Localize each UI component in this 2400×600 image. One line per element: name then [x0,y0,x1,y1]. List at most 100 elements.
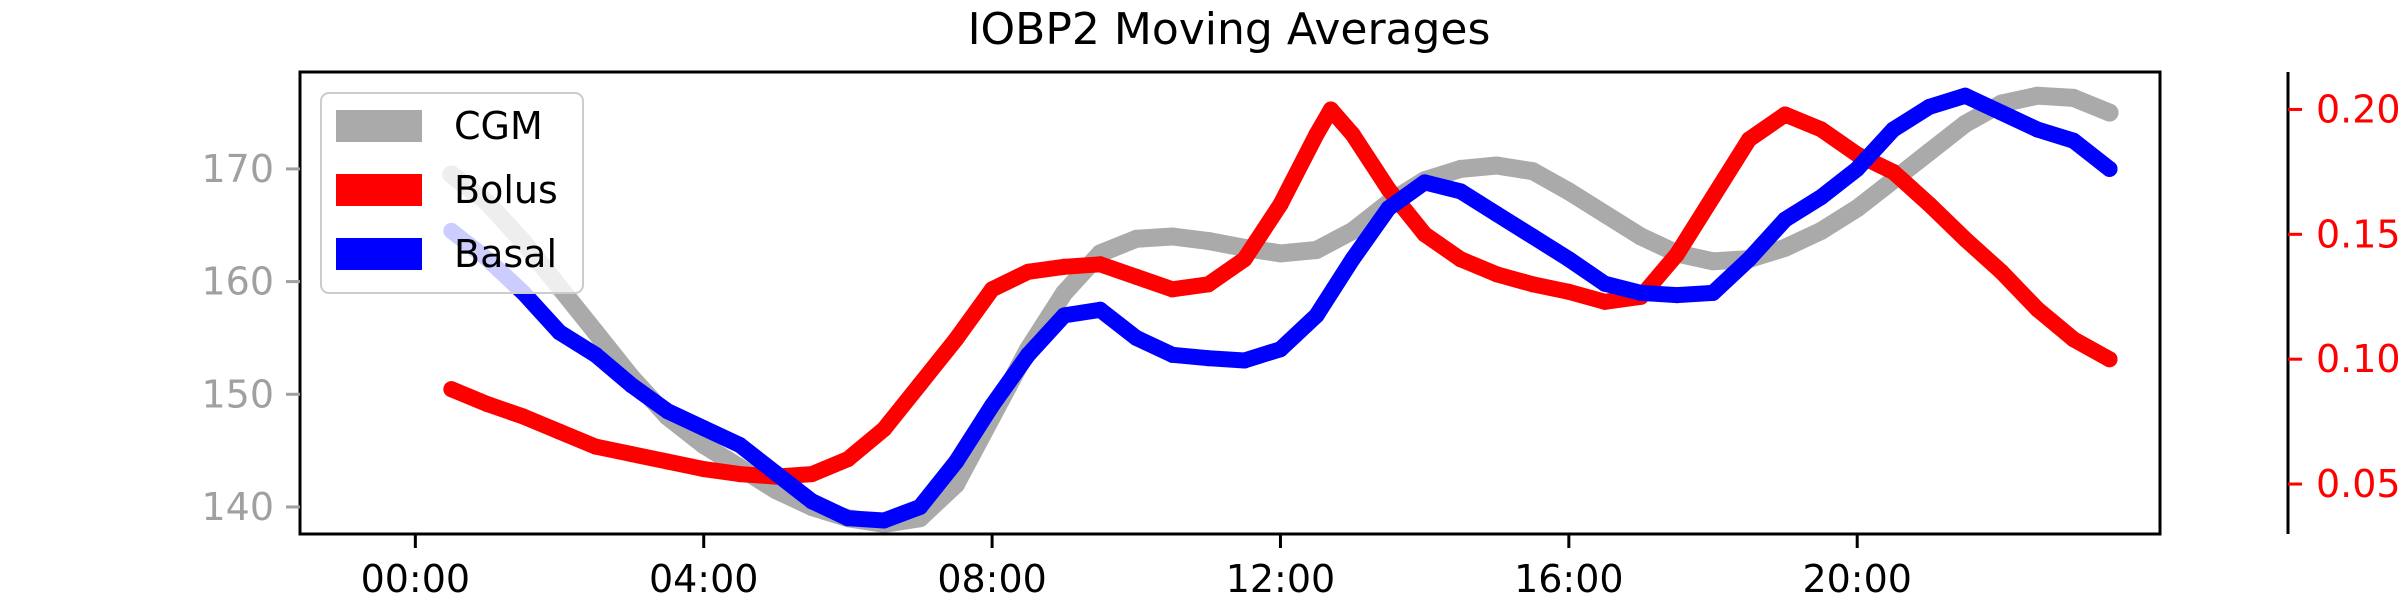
data-point-bolus [731,466,748,483]
legend-swatch [336,174,422,206]
data-point-basal [984,397,1001,414]
data-point-bolus [984,281,1001,298]
data-point-basal [1921,98,1938,115]
data-point-bolus [551,423,568,440]
data-point-basal [1236,352,1253,369]
right-y-tick-label: 0.10 [2316,337,2400,381]
data-point-bolus [1596,293,1613,310]
data-point-cgm [1523,162,1542,181]
data-point-bolus [1020,263,1037,280]
data-point-basal [551,324,568,341]
data-point-bolus [876,421,892,438]
data-point-cgm [1848,199,1867,218]
data-point-basal [948,453,964,470]
data-point-bolus [515,408,532,425]
x-tick-label: 12:00 [1226,557,1336,600]
data-point-bolus [1777,106,1794,123]
data-point-bolus [2029,301,2046,318]
data-point-basal [1092,301,1109,318]
data-point-basal [1344,251,1361,268]
data-point-basal [803,493,820,510]
data-point-bolus [2101,351,2118,368]
data-point-bolus [587,438,604,455]
data-point-cgm [1487,156,1506,175]
data-point-bolus [948,331,964,348]
data-point-basal [1524,228,1541,245]
data-point-cgm [2100,103,2119,122]
data-point-basal [1164,346,1181,363]
data-point-bolus [1452,251,1469,268]
legend-swatch [336,238,422,270]
data-point-basal [731,437,748,453]
data-point-cgm [1199,232,1218,250]
plot-frame [298,70,2162,536]
right-y-tick-label: 0.20 [2316,87,2400,131]
data-point-basal [1128,329,1145,346]
data-point-cgm [1307,241,1326,259]
data-point-bolus [1056,258,1073,275]
data-point-basal [1632,284,1649,301]
data-point-bolus [695,461,712,478]
data-point-cgm [1956,114,1975,133]
data-point-cgm [1920,143,1939,161]
data-point-basal [1849,160,1866,177]
data-point-basal [1813,189,1830,206]
data-point-basal [912,499,928,515]
left-y-tick-label: 140 [201,485,274,529]
data-point-basal [1488,206,1505,222]
data-point-bolus [1885,163,1902,180]
data-point-cgm [1127,229,1146,248]
legend-swatch [336,110,422,142]
data-point-bolus [443,381,460,398]
data-point-basal [1200,350,1217,367]
legend-item-basal: Basal [336,232,557,276]
data-point-basal [1020,346,1037,363]
data-point-bolus [659,453,676,470]
data-point-basal [695,420,712,437]
data-point-basal [1957,87,1974,104]
data-point-bolus [1236,251,1253,268]
legend-item-bolus: Bolus [336,168,558,212]
data-point-cgm [1559,182,1578,201]
data-point-bolus [1669,246,1685,263]
data-point-bolus [1993,263,2010,280]
data-point-bolus [1380,181,1397,198]
data-point-bolus [1200,276,1217,293]
legend: CGM Bolus Basal [320,92,584,294]
data-point-bolus [839,451,856,468]
data-point-basal [1777,211,1794,228]
data-point-cgm [1595,205,1614,223]
data-point-basal [1560,251,1577,268]
legend-label: Bolus [454,168,558,212]
left-y-tick-label: 160 [201,260,274,304]
x-tick-label: 08:00 [937,557,1047,600]
data-point-basal [1380,200,1397,217]
data-point-bolus [1741,131,1758,148]
data-point-basal [839,510,856,527]
legend-label: Basal [454,232,557,276]
data-point-basal [1056,307,1073,324]
data-point-basal [1596,275,1613,292]
series-basal [443,87,2118,529]
left-y-tick-label: 170 [201,147,274,191]
data-point-cgm [1163,227,1182,246]
data-point-basal [1669,287,1685,304]
series-line-basal [443,87,2118,529]
data-point-bolus [1322,101,1339,118]
data-point-bolus [2065,331,2082,348]
data-point-bolus [1705,188,1721,205]
data-point-cgm [1812,221,1831,240]
data-point-basal [1308,307,1325,324]
data-point-cgm [2064,88,2083,107]
data-point-basal [2101,160,2118,177]
data-point-bolus [1488,266,1505,283]
data-point-basal [623,377,640,394]
data-point-bolus [1344,126,1361,143]
data-point-bolus [1164,281,1181,298]
data-point-cgm [1631,227,1650,246]
data-point-bolus [623,446,640,463]
data-point-cgm [1271,244,1290,263]
data-point-basal [1272,341,1289,358]
